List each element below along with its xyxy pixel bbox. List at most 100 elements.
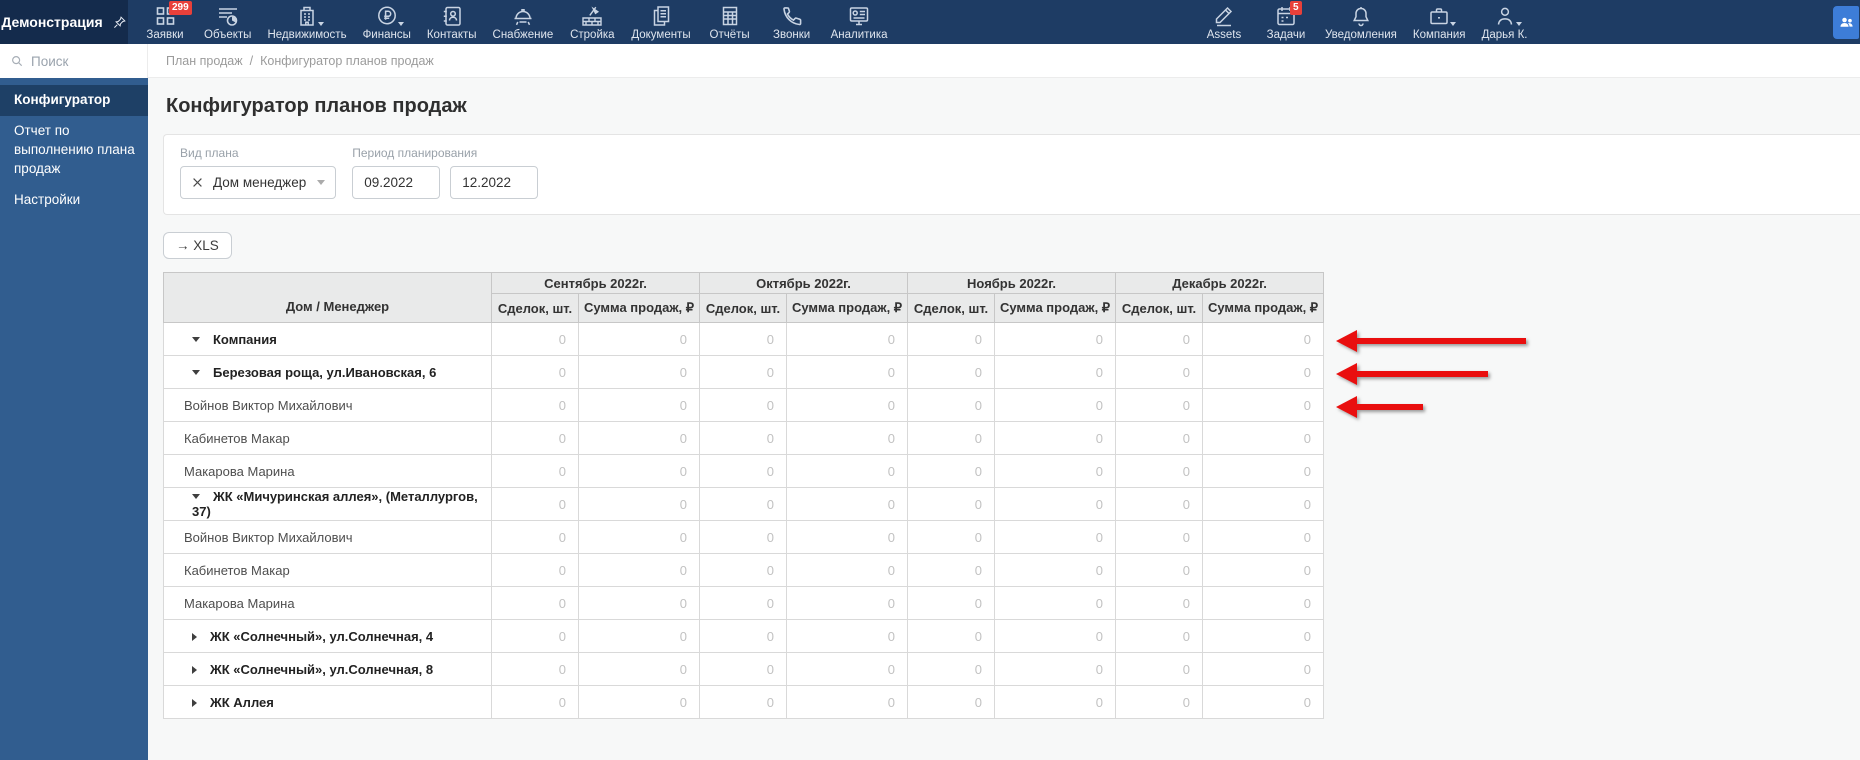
sidebar-item-configurator[interactable]: Конфигуратор	[0, 85, 148, 116]
deals-count-cell[interactable]: 0	[491, 487, 579, 521]
sales-sum-cell[interactable]: 0	[578, 355, 700, 389]
sales-sum-cell[interactable]: 0	[578, 652, 700, 686]
sales-sum-cell[interactable]: 0	[578, 520, 700, 554]
collapse-toggle-icon[interactable]	[192, 494, 200, 499]
sidebar-item-settings[interactable]: Настройки	[14, 191, 81, 207]
deals-count-cell[interactable]: 0	[491, 322, 579, 356]
deals-count-cell[interactable]: 0	[1115, 421, 1204, 455]
row-name-cell[interactable]: ЖК «Солнечный», ул.Солнечная, 8	[163, 652, 492, 686]
sales-sum-cell[interactable]: 0	[578, 454, 700, 488]
sales-sum-cell[interactable]: 0	[578, 619, 700, 653]
deals-count-cell[interactable]: 0	[699, 652, 787, 686]
deals-count-cell[interactable]: 0	[699, 685, 787, 719]
sales-sum-cell[interactable]: 0	[785, 652, 909, 686]
deals-count-cell[interactable]: 0	[1115, 355, 1204, 389]
deals-count-cell[interactable]: 0	[907, 355, 996, 389]
deals-count-cell[interactable]: 0	[1115, 322, 1204, 356]
deals-count-cell[interactable]: 0	[1115, 454, 1204, 488]
nav-item-reports[interactable]: Отчёты	[699, 0, 761, 44]
nav-item-supply[interactable]: Снабжение	[485, 0, 562, 44]
deals-count-cell[interactable]: 0	[699, 355, 787, 389]
deals-count-cell[interactable]: 0	[491, 586, 579, 620]
deals-count-cell[interactable]: 0	[1115, 586, 1204, 620]
sales-sum-cell[interactable]: 0	[994, 652, 1117, 686]
clear-filter-icon[interactable]	[191, 176, 204, 189]
row-name-cell[interactable]: ЖК «Мичуринская аллея», (Металлургов, 37…	[163, 487, 492, 521]
deals-count-cell[interactable]: 0	[699, 454, 787, 488]
deals-count-cell[interactable]: 0	[491, 652, 579, 686]
sales-sum-cell[interactable]: 0	[785, 322, 909, 356]
sales-sum-cell[interactable]: 0	[994, 520, 1117, 554]
sales-sum-cell[interactable]: 0	[1202, 553, 1325, 587]
nav-item-notifications[interactable]: Уведомления	[1317, 0, 1405, 44]
sales-sum-cell[interactable]: 0	[578, 586, 700, 620]
sales-sum-cell[interactable]: 0	[994, 553, 1117, 587]
sales-sum-cell[interactable]: 0	[578, 388, 700, 422]
deals-count-cell[interactable]: 0	[907, 322, 996, 356]
sales-sum-cell[interactable]: 0	[1202, 421, 1325, 455]
deals-count-cell[interactable]: 0	[907, 685, 996, 719]
deals-count-cell[interactable]: 0	[491, 421, 579, 455]
deals-count-cell[interactable]: 0	[491, 619, 579, 653]
sales-sum-cell[interactable]: 0	[1202, 355, 1325, 389]
sales-sum-cell[interactable]: 0	[785, 520, 909, 554]
deals-count-cell[interactable]: 0	[491, 520, 579, 554]
brand[interactable]: Демонстрация	[0, 0, 128, 44]
deals-count-cell[interactable]: 0	[907, 454, 996, 488]
deals-count-cell[interactable]: 0	[491, 553, 579, 587]
nav-item-calls[interactable]: Звонки	[761, 0, 823, 44]
row-name-cell[interactable]: ЖК Аллея	[163, 685, 492, 719]
row-name-cell[interactable]: Березовая роща, ул.Ивановская, 6	[163, 355, 492, 389]
sales-sum-cell[interactable]: 0	[1202, 388, 1325, 422]
sales-sum-cell[interactable]: 0	[994, 388, 1117, 422]
deals-count-cell[interactable]: 0	[1115, 520, 1204, 554]
collapse-toggle-icon[interactable]	[192, 336, 200, 342]
nav-item-analytics[interactable]: Аналитика	[823, 0, 896, 44]
deals-count-cell[interactable]: 0	[907, 421, 996, 455]
pin-icon[interactable]	[112, 15, 127, 30]
expand-toggle-icon[interactable]	[192, 698, 197, 707]
nav-item-documents[interactable]: Документы	[623, 0, 698, 44]
deals-count-cell[interactable]: 0	[907, 487, 996, 521]
deals-count-cell[interactable]: 0	[491, 454, 579, 488]
deals-count-cell[interactable]: 0	[1115, 487, 1204, 521]
sales-sum-cell[interactable]: 0	[1202, 487, 1325, 521]
nav-item-tasks[interactable]: 5 Задачи	[1255, 0, 1317, 44]
sales-sum-cell[interactable]: 0	[785, 685, 909, 719]
period-to-input[interactable]	[450, 166, 539, 199]
sales-sum-cell[interactable]: 0	[785, 454, 909, 488]
sales-sum-cell[interactable]: 0	[578, 553, 700, 587]
deals-count-cell[interactable]: 0	[1115, 619, 1204, 653]
export-xls-button[interactable]: → XLS	[163, 232, 232, 259]
sales-sum-cell[interactable]: 0	[785, 355, 909, 389]
breadcrumb-sales-plan[interactable]: План продаж	[166, 53, 243, 68]
sales-sum-cell[interactable]: 0	[994, 619, 1117, 653]
sales-sum-cell[interactable]: 0	[1202, 520, 1325, 554]
sales-sum-cell[interactable]: 0	[994, 421, 1117, 455]
sales-sum-cell[interactable]: 0	[1202, 652, 1325, 686]
deals-count-cell[interactable]: 0	[699, 586, 787, 620]
nav-item-finance[interactable]: Финансы	[355, 0, 419, 44]
sales-sum-cell[interactable]: 0	[785, 487, 909, 521]
sales-sum-cell[interactable]: 0	[1202, 586, 1325, 620]
deals-count-cell[interactable]: 0	[491, 388, 579, 422]
deals-count-cell[interactable]: 0	[699, 520, 787, 554]
expand-toggle-icon[interactable]	[192, 632, 197, 641]
nav-item-realty[interactable]: Недвижимость	[259, 0, 354, 44]
sales-sum-cell[interactable]: 0	[785, 388, 909, 422]
deals-count-cell[interactable]: 0	[491, 685, 579, 719]
search-input[interactable]	[31, 53, 139, 69]
deals-count-cell[interactable]: 0	[907, 388, 996, 422]
deals-count-cell[interactable]: 0	[699, 553, 787, 587]
period-from-input[interactable]	[352, 166, 441, 199]
nav-item-company[interactable]: Компания	[1405, 0, 1474, 44]
sales-sum-cell[interactable]: 0	[994, 454, 1117, 488]
team-panel-button[interactable]	[1833, 5, 1859, 39]
sales-sum-cell[interactable]: 0	[785, 553, 909, 587]
sidebar-item-sales-plan-report[interactable]: Отчет по выполнению плана продаж	[14, 122, 135, 176]
deals-count-cell[interactable]: 0	[907, 520, 996, 554]
sales-sum-cell[interactable]: 0	[1202, 685, 1325, 719]
sales-sum-cell[interactable]: 0	[578, 421, 700, 455]
nav-item-construction[interactable]: Стройка	[561, 0, 623, 44]
sales-sum-cell[interactable]: 0	[994, 355, 1117, 389]
